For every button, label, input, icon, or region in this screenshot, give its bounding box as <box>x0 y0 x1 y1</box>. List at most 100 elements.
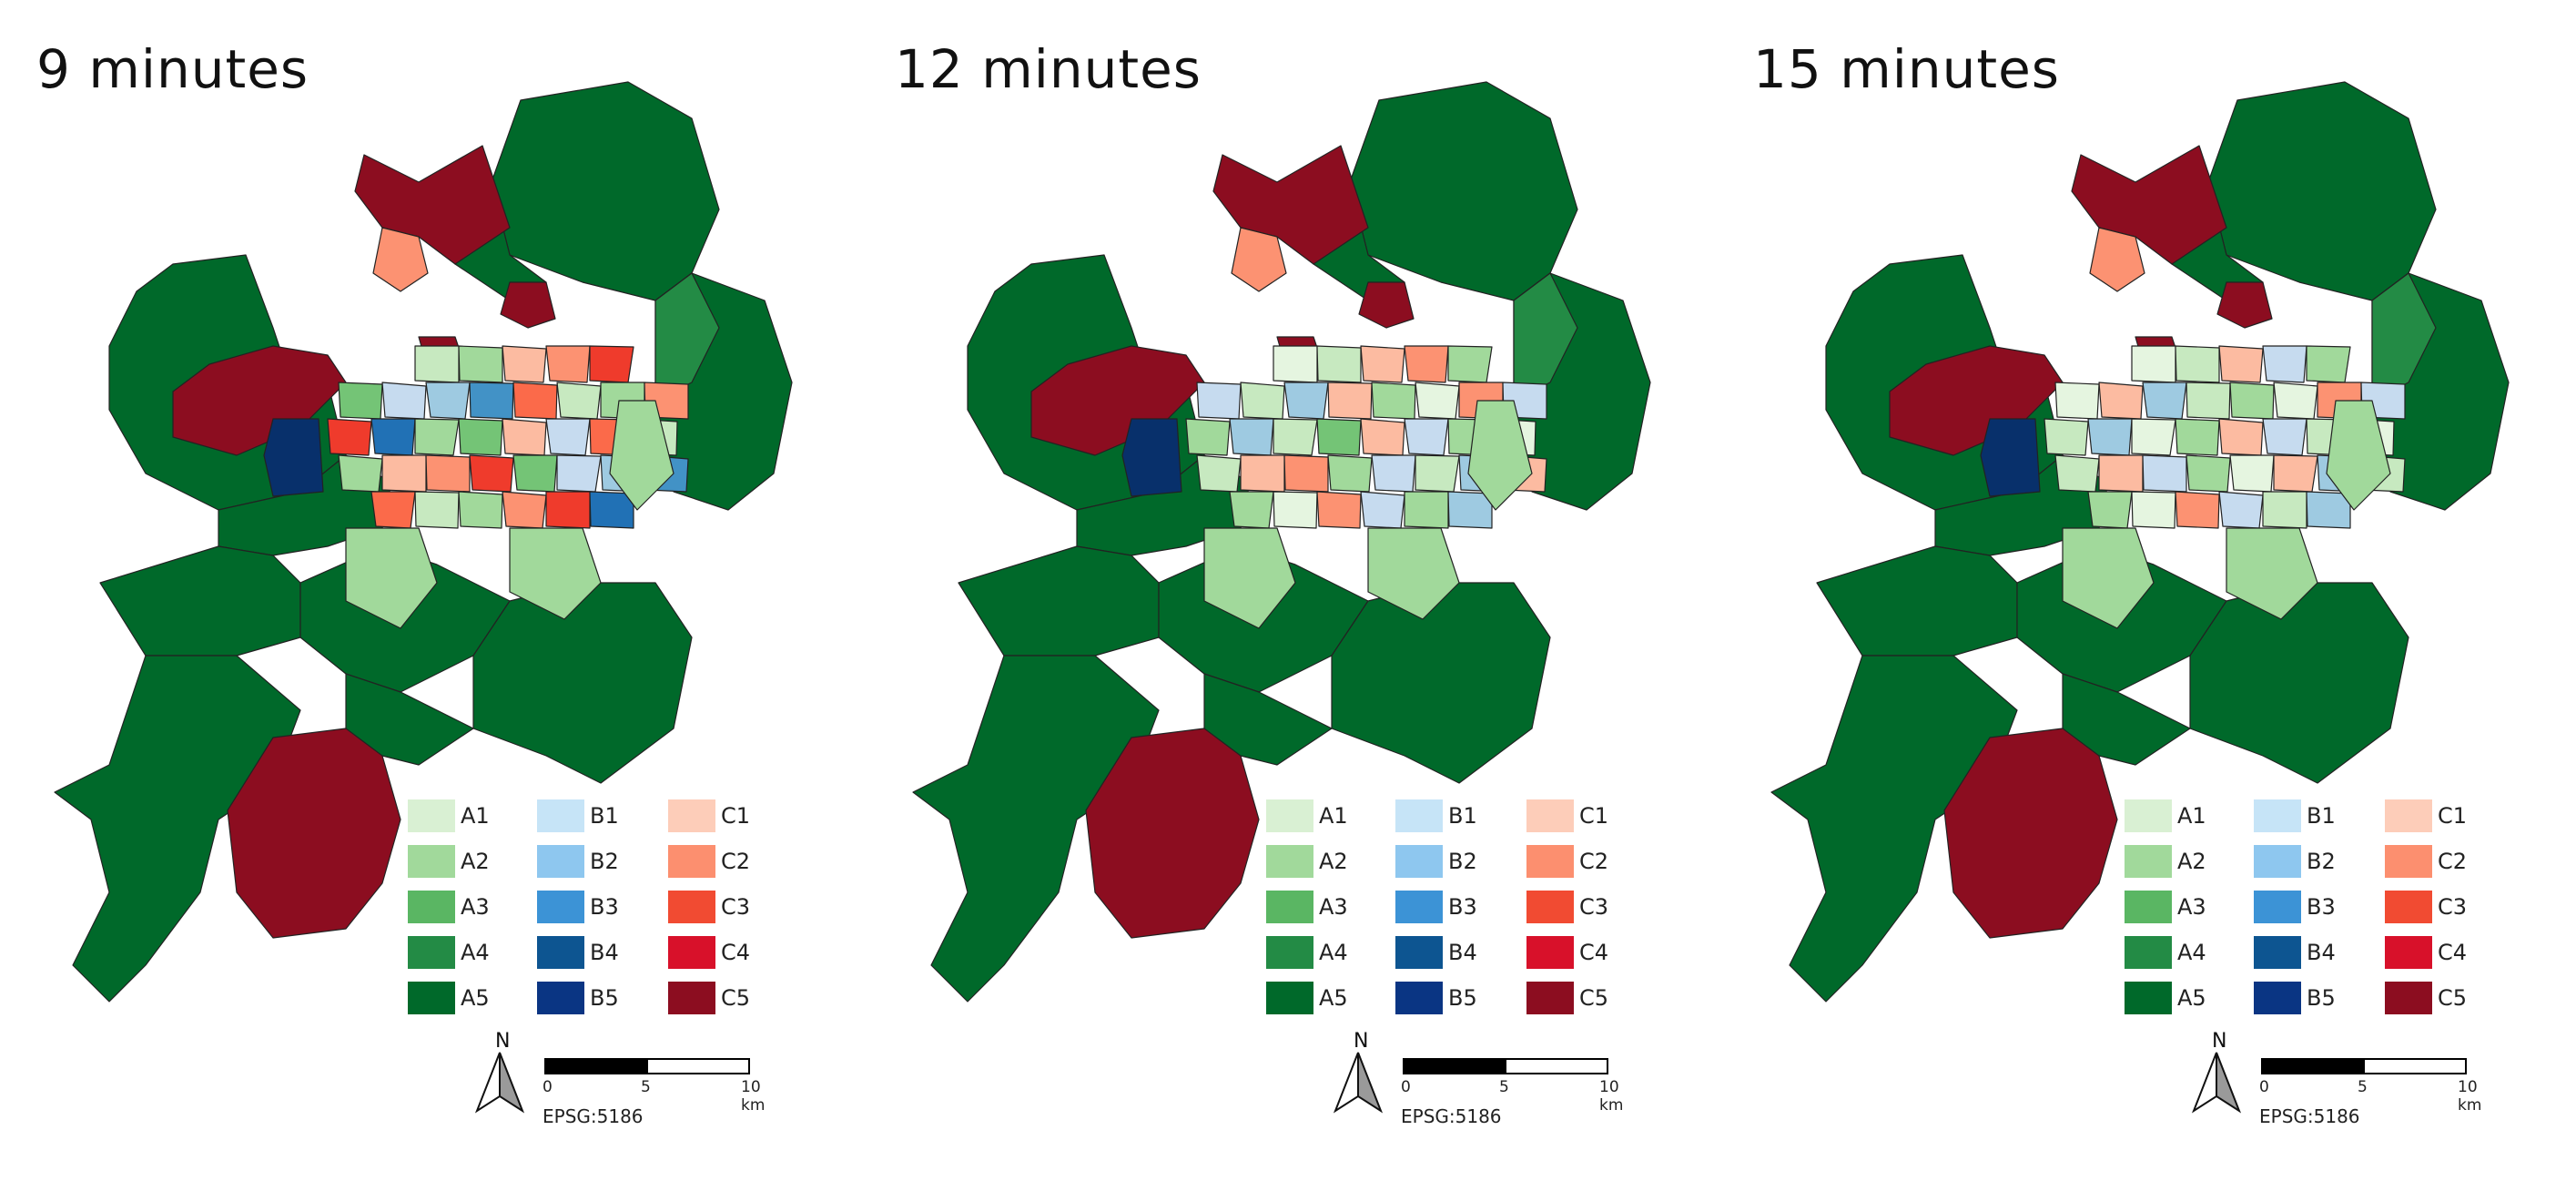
central-district <box>556 454 602 493</box>
central-district <box>1360 491 1405 529</box>
central-district <box>1240 382 1285 420</box>
district-north-red <box>1212 145 1369 265</box>
central-district <box>458 345 503 383</box>
legend-swatch <box>1526 799 1574 832</box>
map-legend: A1 A2 A3 A4 A5 B1 B2 B3 B4 B5 C1 C2 C3 C4 C5 <box>408 796 808 1023</box>
district-south-ring <box>2062 527 2155 629</box>
legend-item-b2: B2 <box>2254 841 2381 878</box>
north-arrow-label: N <box>2212 1031 2226 1053</box>
legend-label: B4 <box>1448 940 1477 965</box>
legend-item-a5: A5 <box>408 978 535 1014</box>
scale-tick-10: 10 km <box>1599 1078 1624 1115</box>
legend-label: C2 <box>1579 849 1609 874</box>
north-arrow-icon: N <box>2191 1031 2242 1114</box>
district-east-ring <box>2326 400 2391 511</box>
scale-tick-5: 5 <box>641 1078 651 1096</box>
central-district <box>2087 491 2133 529</box>
legend-item-b3: B3 <box>537 887 664 923</box>
legend-swatch <box>537 936 584 969</box>
legend-item-b1: B1 <box>2254 796 2381 832</box>
legend-label: C1 <box>1579 803 1609 829</box>
legend-item-c2: C2 <box>1526 841 1654 878</box>
district-southeast <box>472 582 693 784</box>
legend-item-c4: C4 <box>1526 932 1654 969</box>
central-district <box>545 491 591 529</box>
central-district <box>2306 345 2351 383</box>
legend-label: A4 <box>2177 940 2206 965</box>
panel-title: 9 minutes <box>36 38 309 100</box>
north-arrow-label: N <box>495 1031 510 1053</box>
legend-label: B3 <box>1448 894 1477 920</box>
central-district <box>1273 418 1318 456</box>
legend-label: A1 <box>1319 803 1348 829</box>
central-district <box>2218 345 2264 383</box>
central-district <box>2098 454 2144 493</box>
legend-item-b5: B5 <box>1395 978 1523 1014</box>
district-south-ring-east <box>509 527 602 620</box>
legend-swatch <box>408 982 455 1014</box>
scale-bar-light-segment <box>1505 1058 1608 1074</box>
legend-item-b1: B1 <box>537 796 664 832</box>
district-north-red <box>354 145 511 265</box>
district-west-lower <box>1816 545 2018 657</box>
legend-item-c1: C1 <box>668 796 796 832</box>
legend-swatch <box>408 799 455 832</box>
central-district <box>589 345 634 383</box>
central-district <box>458 491 503 529</box>
central-district <box>1371 454 1416 493</box>
central-district <box>545 345 591 383</box>
legend-item-a4: A4 <box>2125 932 2252 969</box>
central-district <box>469 454 514 493</box>
central-district <box>381 454 427 493</box>
legend-swatch <box>1526 891 1574 923</box>
legend-swatch <box>1526 982 1574 1014</box>
scale-bar-light-segment <box>2363 1058 2467 1074</box>
central-district <box>502 418 547 456</box>
district-southwest <box>54 655 301 1003</box>
district-east-ring <box>1467 400 1533 511</box>
legend-item-c4: C4 <box>668 932 796 969</box>
legend-item-b3: B3 <box>1395 887 1523 923</box>
legend-label: C2 <box>721 849 751 874</box>
central-district <box>2186 454 2231 493</box>
legend-item-b4: B4 <box>1395 932 1523 969</box>
legend-item-c5: C5 <box>668 978 796 1014</box>
legend-label: A2 <box>461 849 490 874</box>
legend-label: B4 <box>2307 940 2336 965</box>
map-panel-9-minutes: 9 minutes A1 A2 A3 A4 A5 B1 B2 B3 B4 B5 C1 C2 C3 C4 C5… <box>0 0 858 1181</box>
central-district <box>1185 418 1231 456</box>
legend-label: B1 <box>2307 803 2336 829</box>
legend-item-c3: C3 <box>1526 887 1654 923</box>
central-district <box>502 491 547 529</box>
central-district <box>2175 418 2220 456</box>
panel-title: 12 minutes <box>895 38 1202 100</box>
legend-label: A1 <box>461 803 490 829</box>
legend-swatch <box>2125 891 2172 923</box>
legend-swatch <box>1266 845 1313 878</box>
district-south-ring-east <box>1367 527 1460 620</box>
district-north-red <box>2071 145 2227 265</box>
legend-item-a5: A5 <box>2125 978 2252 1014</box>
district-south-red <box>1085 728 1260 939</box>
central-district <box>2131 491 2176 529</box>
legend-label: A4 <box>461 940 490 965</box>
district-southwest <box>1770 655 2018 1003</box>
district-north-small-red <box>500 281 556 329</box>
district-north-pale <box>372 227 429 292</box>
legend-swatch <box>668 891 715 923</box>
legend-swatch <box>1395 799 1443 832</box>
central-district <box>425 454 471 493</box>
central-district <box>2131 418 2176 456</box>
scale-tick-5: 5 <box>2358 1078 2368 1096</box>
legend-item-b3: B3 <box>2254 887 2381 923</box>
central-district <box>1316 345 1362 383</box>
legend-label: C5 <box>1579 985 1609 1011</box>
central-district <box>1273 345 1318 383</box>
legend-swatch <box>1266 891 1313 923</box>
legend-label: C1 <box>2438 803 2468 829</box>
legend-swatch <box>668 799 715 832</box>
district-west-blue <box>263 418 324 497</box>
central-district <box>2142 454 2187 493</box>
district-map <box>912 81 1651 1003</box>
central-district <box>1229 491 1274 529</box>
